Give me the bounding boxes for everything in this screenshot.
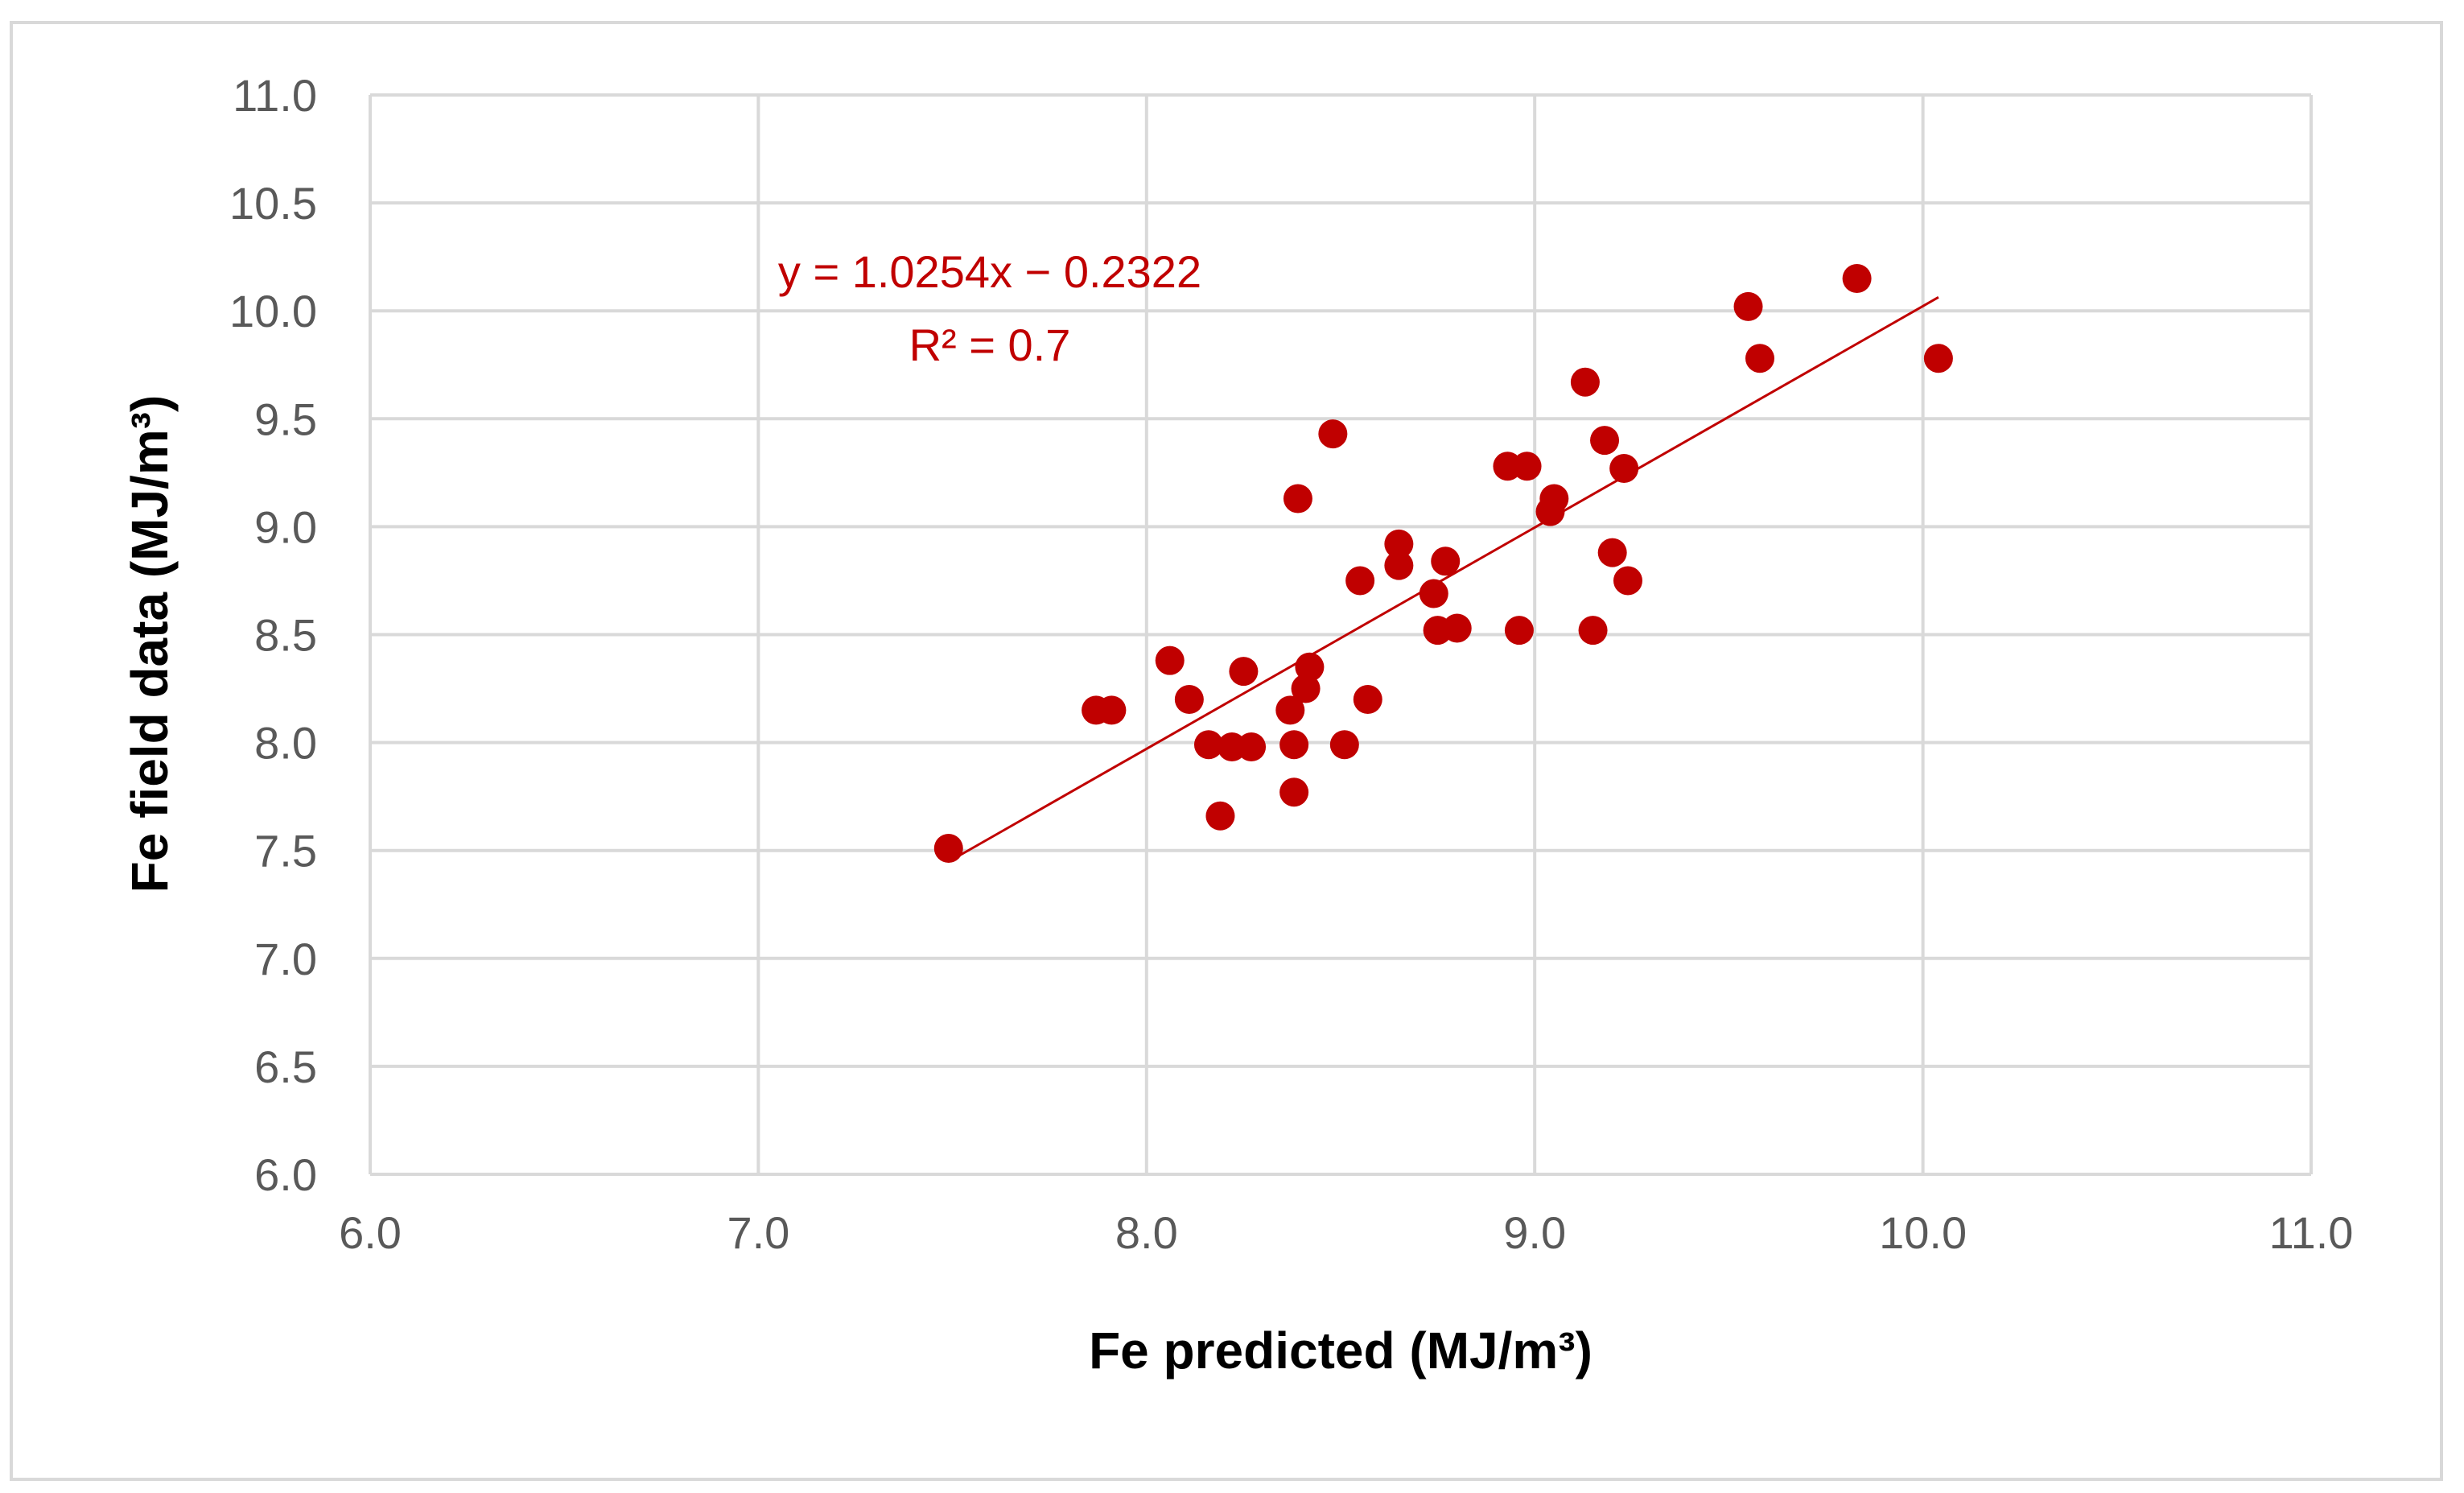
data-point (1384, 551, 1414, 580)
y-tick-label: 11.0 (233, 70, 317, 121)
x-tick-label: 6.0 (339, 1207, 402, 1258)
data-point (1291, 674, 1321, 703)
y-tick-label: 7.5 (254, 826, 317, 876)
y-tick-label: 8.5 (254, 610, 317, 661)
data-point (933, 834, 963, 864)
x-tick-label: 10.0 (1879, 1207, 1967, 1258)
y-axis-title: Fe field data (MJ/m³) (121, 395, 179, 893)
data-point (1539, 484, 1569, 513)
data-point (1842, 263, 1872, 293)
data-point (1597, 538, 1627, 567)
y-tick-label: 8.0 (254, 718, 317, 769)
gridlines (369, 93, 2313, 1176)
data-point (1205, 801, 1235, 831)
data-point (1590, 426, 1620, 456)
data-point (1345, 566, 1375, 596)
data-point (1504, 616, 1534, 645)
y-tick-label: 10.5 (229, 178, 317, 229)
data-point (1279, 777, 1309, 807)
r-squared-label: R² = 0.7 (909, 320, 1071, 370)
data-point (1229, 657, 1259, 687)
data-point (1442, 613, 1472, 643)
data-point (1613, 566, 1642, 596)
y-tick-label: 9.0 (254, 501, 317, 552)
data-point (1384, 529, 1414, 559)
data-point (1733, 291, 1763, 321)
data-point (1923, 344, 1953, 373)
data-point (1329, 730, 1359, 760)
data-point (1237, 732, 1267, 761)
data-point (1279, 730, 1309, 760)
data-point (1318, 419, 1348, 449)
data-point (1512, 452, 1542, 481)
data-point (1419, 579, 1448, 608)
trendline-layer (948, 296, 1939, 863)
data-point (1353, 684, 1382, 714)
data-point (1431, 546, 1461, 576)
x-axis-title: Fe predicted (MJ/m³) (1089, 1322, 1593, 1380)
data-point (1275, 695, 1305, 725)
x-tick-label: 8.0 (1115, 1207, 1178, 1258)
equation-label: y = 1.0254x − 0.2322 (778, 246, 1201, 297)
data-point (1609, 453, 1639, 483)
data-point (1295, 652, 1325, 682)
data-point (1097, 695, 1127, 725)
tick-labels: 6.0 6.5 7.0 7.5 8.0 8.5 9.0 9.5 10.0 10.5 11.0 6.0 7… (229, 70, 2353, 1258)
data-point (1570, 367, 1600, 397)
data-point (1745, 344, 1774, 373)
data-point (1174, 684, 1204, 714)
y-tick-label: 10.0 (229, 286, 317, 336)
data-point (1283, 484, 1312, 513)
x-tick-label: 9.0 (1503, 1207, 1566, 1258)
y-tick-label: 6.0 (254, 1149, 317, 1200)
x-tick-label: 11.0 (2269, 1207, 2354, 1258)
x-tick-label: 7.0 (727, 1207, 789, 1258)
data-point (1193, 730, 1223, 760)
trendline (948, 296, 1939, 863)
y-tick-label: 7.0 (254, 934, 317, 984)
data-point (1155, 645, 1185, 675)
scatter-points (933, 263, 1953, 864)
data-point (1578, 616, 1608, 645)
y-tick-label: 6.5 (254, 1041, 317, 1092)
y-tick-label: 9.5 (254, 394, 317, 444)
